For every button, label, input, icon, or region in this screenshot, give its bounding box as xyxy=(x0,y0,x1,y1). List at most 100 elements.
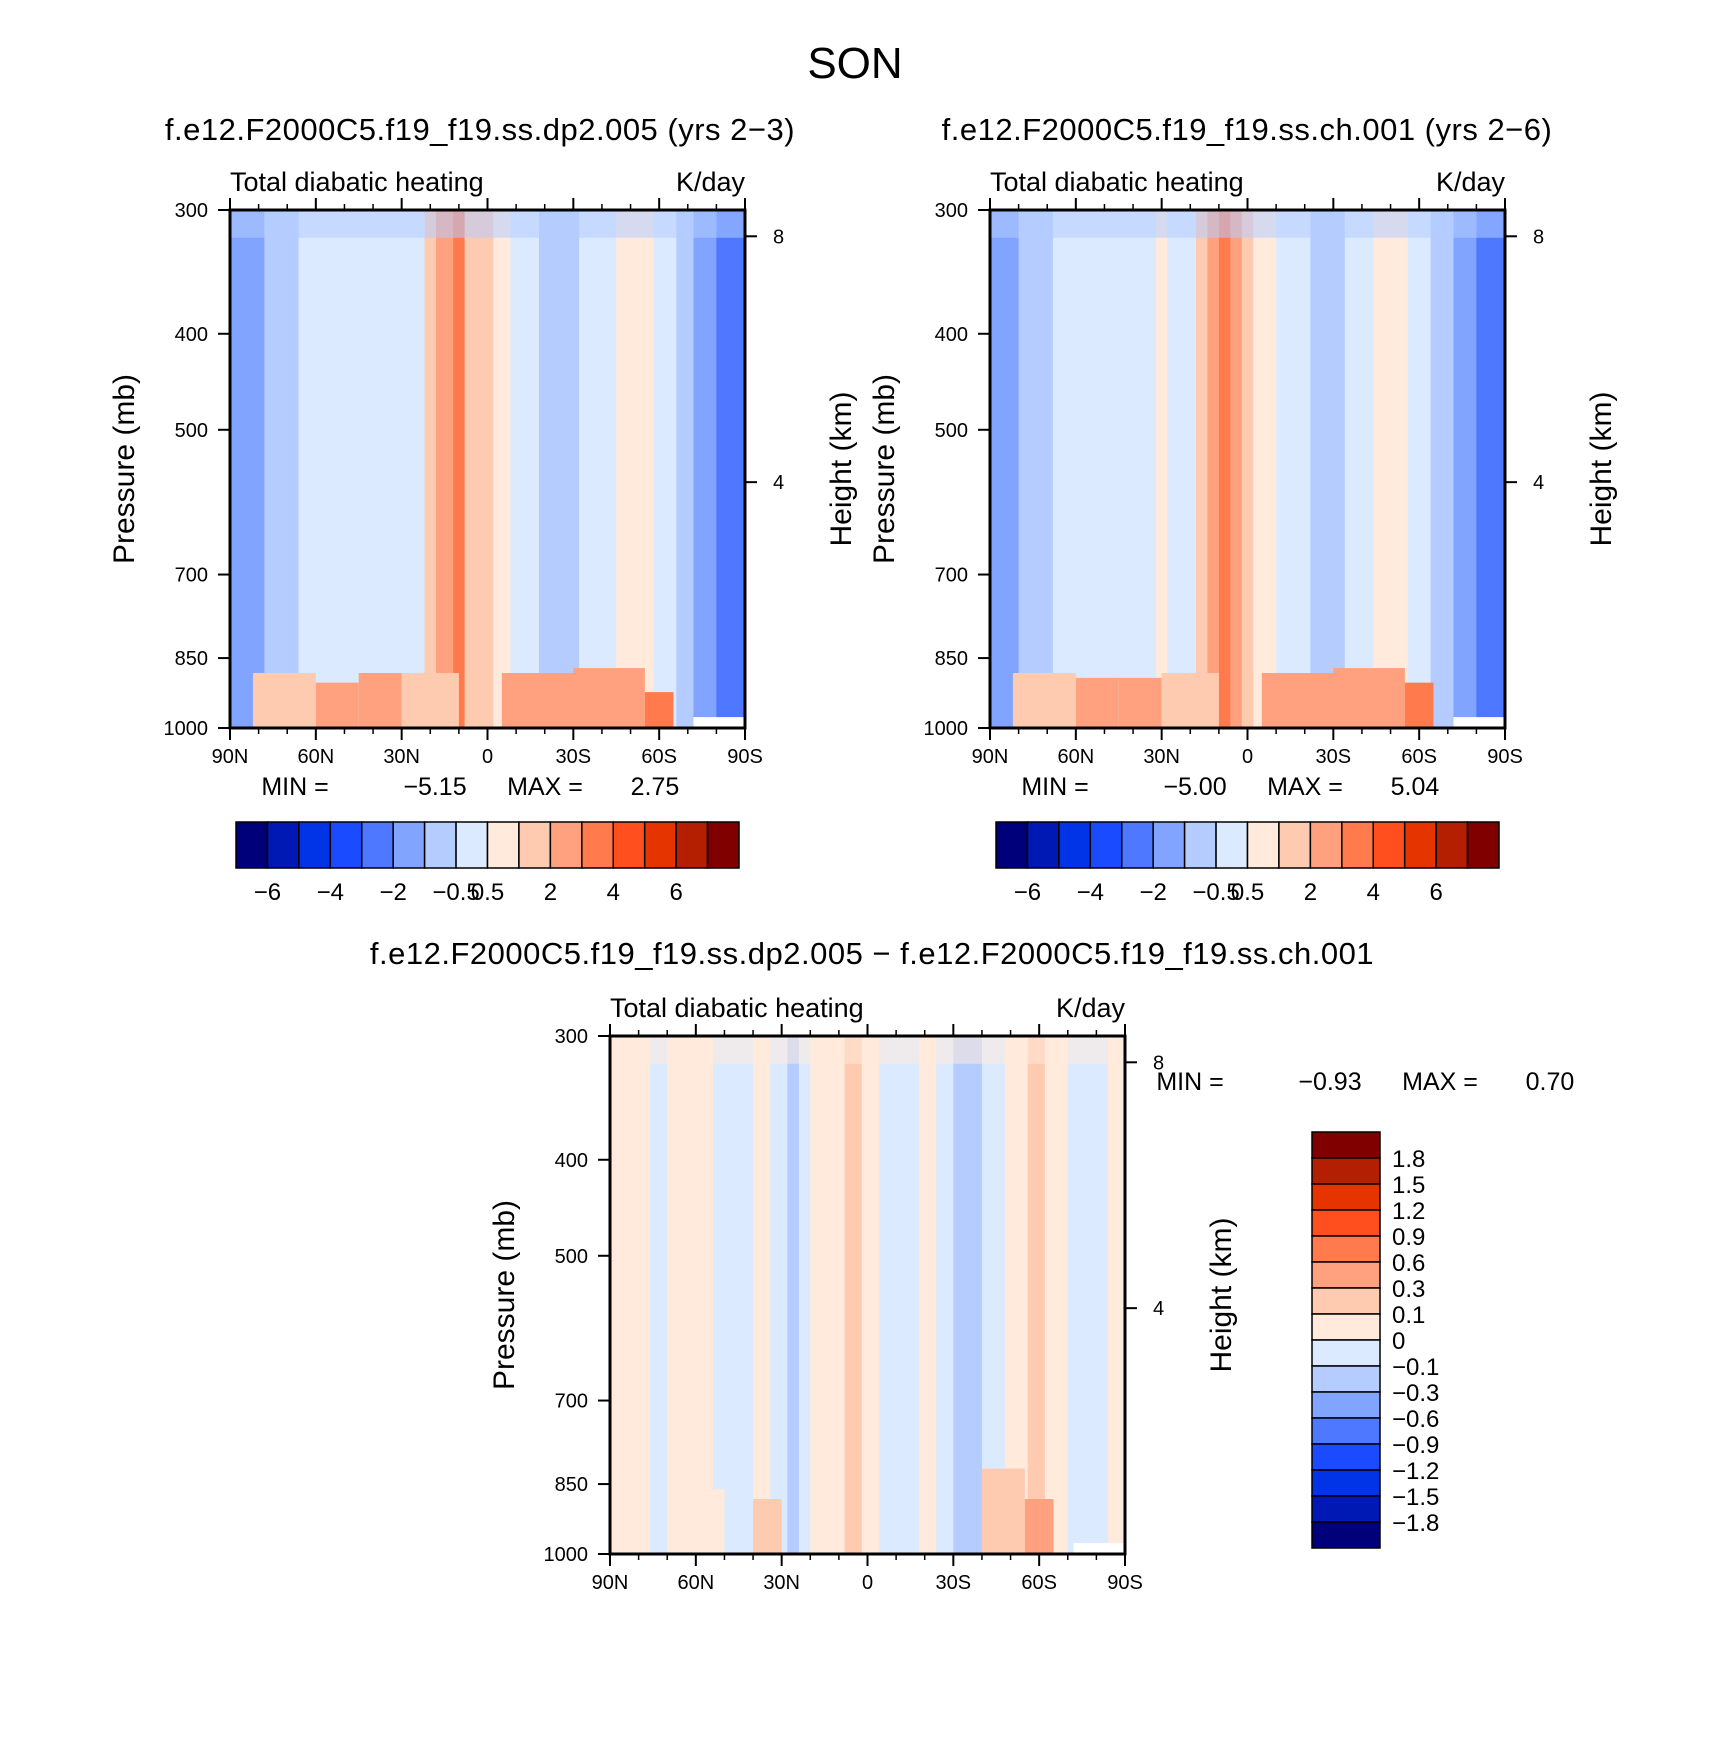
y-tick-label: 400 xyxy=(175,324,208,346)
contour-band xyxy=(713,1036,737,1554)
contour-band xyxy=(1476,210,1506,728)
colorbar-label: 2 xyxy=(544,879,557,906)
contour-band xyxy=(610,1036,1125,1064)
y-tick-label: 500 xyxy=(175,420,208,442)
contour-band xyxy=(1261,673,1334,728)
colorbar-label: 1.2 xyxy=(1392,1198,1425,1225)
colorbar-label: −4 xyxy=(317,879,344,906)
contour-band xyxy=(861,1036,880,1554)
panel-p1: f.e12.F2000C5.f19_f19.ss.dp2.005 (yrs 2−… xyxy=(108,112,858,906)
colorbar-label: −2 xyxy=(1140,879,1167,906)
contour-band xyxy=(1276,210,1312,728)
colorbar-swatch xyxy=(1311,1313,1381,1341)
contour-band xyxy=(1218,210,1231,728)
colorbar-swatch xyxy=(423,821,457,869)
contour-band xyxy=(990,210,1020,728)
contour-band xyxy=(896,1036,920,1554)
colorbar-swatch xyxy=(1309,821,1343,869)
stats: MIN = −5.00 MAX = 5.04 xyxy=(1021,773,1439,801)
x-tick-label: 90N xyxy=(972,746,1009,768)
colorbar-swatch xyxy=(1311,1521,1381,1549)
contour-band xyxy=(690,1036,714,1554)
units-label: K/day xyxy=(1436,167,1506,197)
max-label: MAX = xyxy=(1402,1068,1478,1096)
contour-band xyxy=(990,210,1505,238)
missing-data-area xyxy=(693,717,745,728)
contour-band xyxy=(424,210,437,728)
x-tick-label: 0 xyxy=(862,1572,873,1594)
contour-band xyxy=(230,210,248,728)
colorbar-swatch xyxy=(1311,1235,1381,1263)
colorbar-swatch xyxy=(549,821,583,869)
y-tick-label: 300 xyxy=(555,1026,588,1048)
x-tick-label: 60S xyxy=(1021,1572,1057,1594)
contour-band xyxy=(1155,210,1168,728)
colorbar-swatch xyxy=(486,821,520,869)
colorbar-label: −1.8 xyxy=(1392,1510,1439,1537)
contour-band xyxy=(573,668,645,728)
variable-label: Total diabatic heating xyxy=(230,167,484,197)
colorbar-swatch xyxy=(612,821,646,869)
colorbar-swatch xyxy=(455,821,489,869)
contour-band xyxy=(453,210,466,728)
colorbar-label: 1.8 xyxy=(1392,1146,1425,1173)
colorbar: −6 −4 −2 −0.50.5 2 4 6 xyxy=(995,821,1500,906)
colorbar-swatch xyxy=(1089,821,1123,869)
contour-band xyxy=(401,210,414,728)
colorbar: −1.8−1.5−1.2−0.9−0.6−0.3−0.100.10.30.60.… xyxy=(1311,1131,1439,1549)
x-tick-label: 90N xyxy=(212,746,249,768)
colorbar-label: 0.6 xyxy=(1392,1250,1425,1277)
colorbar-swatch xyxy=(1435,821,1469,869)
x-tick-label: 0 xyxy=(482,746,493,768)
colorbar-swatch xyxy=(1311,1495,1381,1523)
colorbar-swatch xyxy=(1311,1365,1381,1393)
colorbar-swatch xyxy=(1372,821,1406,869)
x-tick-label: 90S xyxy=(1487,746,1523,768)
y-axis-label: Pressure (mb) xyxy=(108,374,141,564)
figure-title: SON xyxy=(807,39,902,88)
colorbar-label: −0.3 xyxy=(1392,1380,1439,1407)
contour-band xyxy=(413,210,426,728)
contour-band xyxy=(844,1036,863,1554)
contour-band xyxy=(693,210,717,728)
contour-band xyxy=(401,673,459,728)
contour-band xyxy=(981,1036,1006,1554)
y2-tick-label: 4 xyxy=(1153,1298,1164,1320)
y-axis-label: Pressure (mb) xyxy=(488,1200,521,1390)
panel-p2: f.e12.F2000C5.f19_f19.ss.ch.001 (yrs 2−6… xyxy=(868,112,1618,906)
y2-tick-label: 8 xyxy=(1153,1052,1164,1074)
panel-p3: f.e12.F2000C5.f19_f19.ss.dp2.005 − f.e12… xyxy=(370,936,1574,1594)
y2-tick-label: 4 xyxy=(773,472,784,494)
contour-band xyxy=(798,1036,811,1554)
contour-band xyxy=(1024,1499,1054,1554)
contour-band xyxy=(510,210,540,728)
stats: MIN = −5.15 MAX = 2.75 xyxy=(261,773,679,801)
contour-band xyxy=(735,1036,754,1554)
colorbar-swatch xyxy=(1278,821,1312,869)
y-tick-label: 500 xyxy=(935,420,968,442)
contour-band xyxy=(1430,210,1455,728)
contour-band xyxy=(1404,682,1434,728)
y2-tick-label: 4 xyxy=(1533,472,1544,494)
colorbar-label: −6 xyxy=(254,879,281,906)
y-tick-label: 500 xyxy=(555,1246,588,1268)
y-tick-label: 700 xyxy=(935,565,968,587)
colorbar-swatch xyxy=(392,821,426,869)
contour-field xyxy=(230,210,746,728)
colorbar-swatch xyxy=(1466,821,1500,869)
y-tick-label: 400 xyxy=(935,324,968,346)
colorbar-label: −2 xyxy=(380,879,407,906)
contour-band xyxy=(1027,1036,1046,1554)
contour-band xyxy=(1004,1036,1029,1554)
contour-band xyxy=(1044,1036,1069,1554)
colorbar-label: 4 xyxy=(607,879,620,906)
x-tick-label: 0 xyxy=(1242,746,1253,768)
contour-band xyxy=(230,210,745,238)
contour-band xyxy=(493,210,511,728)
colorbar-swatch xyxy=(1341,821,1374,869)
colorbar-label: −0.6 xyxy=(1392,1406,1439,1433)
colorbar-label: 6 xyxy=(1429,879,1442,906)
colorbar-label: −0.1 xyxy=(1392,1354,1439,1381)
colorbar-label: 0.9 xyxy=(1392,1224,1425,1251)
